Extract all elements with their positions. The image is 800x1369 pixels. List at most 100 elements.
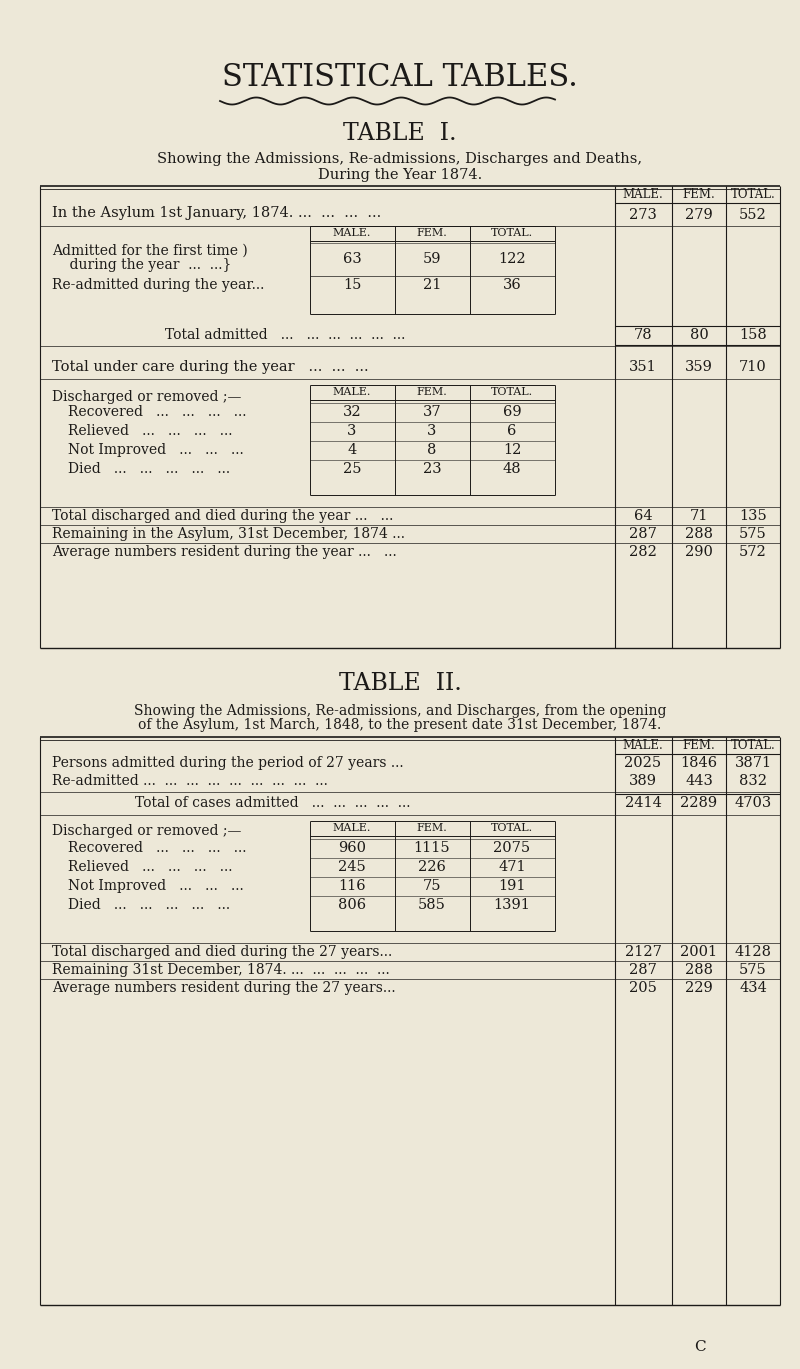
Text: 471: 471 <box>498 860 526 873</box>
Text: 12: 12 <box>503 444 521 457</box>
Text: Not Improved   ...   ...   ...: Not Improved ... ... ... <box>68 879 244 893</box>
Text: TOTAL.: TOTAL. <box>491 229 533 238</box>
Text: 2025: 2025 <box>625 756 662 769</box>
Text: 273: 273 <box>629 208 657 222</box>
Text: Re-admitted during the year...: Re-admitted during the year... <box>52 278 264 292</box>
Text: 434: 434 <box>739 982 767 995</box>
Text: 2289: 2289 <box>681 795 718 810</box>
Text: C: C <box>694 1340 706 1354</box>
Text: 226: 226 <box>418 860 446 873</box>
Text: 69: 69 <box>502 405 522 419</box>
Text: Average numbers resident during the 27 years...: Average numbers resident during the 27 y… <box>52 982 396 995</box>
Text: Discharged or removed ;—: Discharged or removed ;— <box>52 390 242 404</box>
Text: 2414: 2414 <box>625 795 662 810</box>
Text: 282: 282 <box>629 545 657 559</box>
Text: of the Asylum, 1st March, 1848, to the present date 31st December, 1874.: of the Asylum, 1st March, 1848, to the p… <box>138 717 662 732</box>
Text: 2075: 2075 <box>494 841 530 856</box>
Text: 3: 3 <box>427 424 437 438</box>
Text: 585: 585 <box>418 898 446 912</box>
Text: Total of cases admitted   ...  ...  ...  ...  ...: Total of cases admitted ... ... ... ... … <box>135 795 410 810</box>
Text: 205: 205 <box>629 982 657 995</box>
Text: 23: 23 <box>422 461 442 476</box>
Text: 710: 710 <box>739 360 767 374</box>
Text: 4703: 4703 <box>734 795 772 810</box>
Text: TABLE  II.: TABLE II. <box>338 672 462 695</box>
Text: Remaining 31st December, 1874. ...  ...  ...  ...  ...: Remaining 31st December, 1874. ... ... .… <box>52 962 390 977</box>
Text: TOTAL.: TOTAL. <box>491 387 533 397</box>
Text: Showing the Admissions, Re-admissions, and Discharges, from the opening: Showing the Admissions, Re-admissions, a… <box>134 704 666 717</box>
Text: Remaining in the Asylum, 31st December, 1874 ...: Remaining in the Asylum, 31st December, … <box>52 527 405 541</box>
Text: 552: 552 <box>739 208 767 222</box>
Text: MALE.: MALE. <box>333 387 371 397</box>
Text: 1846: 1846 <box>681 756 718 769</box>
Text: Died   ...   ...   ...   ...   ...: Died ... ... ... ... ... <box>68 898 230 912</box>
Text: Showing the Admissions, Re-admissions, Discharges and Deaths,: Showing the Admissions, Re-admissions, D… <box>158 152 642 166</box>
Text: Died   ...   ...   ...   ...   ...: Died ... ... ... ... ... <box>68 461 230 476</box>
Text: 21: 21 <box>423 278 441 292</box>
Text: MALE.: MALE. <box>333 229 371 238</box>
Text: Total discharged and died during the year ...   ...: Total discharged and died during the yea… <box>52 509 394 523</box>
Text: 36: 36 <box>502 278 522 292</box>
Text: 443: 443 <box>685 773 713 789</box>
Text: 63: 63 <box>342 252 362 266</box>
Text: 287: 287 <box>629 962 657 977</box>
Text: STATISTICAL TABLES.: STATISTICAL TABLES. <box>222 62 578 93</box>
Text: 3: 3 <box>347 424 357 438</box>
Text: 48: 48 <box>502 461 522 476</box>
Text: TOTAL.: TOTAL. <box>730 739 775 752</box>
Text: 806: 806 <box>338 898 366 912</box>
Text: 575: 575 <box>739 527 767 541</box>
Text: 158: 158 <box>739 329 767 342</box>
Text: 960: 960 <box>338 841 366 856</box>
Text: FEM.: FEM. <box>417 823 447 832</box>
Text: Total under care during the year   ...  ...  ...: Total under care during the year ... ...… <box>52 360 369 374</box>
Text: During the Year 1874.: During the Year 1874. <box>318 168 482 182</box>
Text: 25: 25 <box>342 461 362 476</box>
Text: In the Asylum 1st January, 1874. ...  ...  ...  ...: In the Asylum 1st January, 1874. ... ...… <box>52 205 382 220</box>
Text: 351: 351 <box>629 360 657 374</box>
Text: 75: 75 <box>422 879 442 893</box>
Text: TOTAL.: TOTAL. <box>491 823 533 832</box>
Text: Relieved   ...   ...   ...   ...: Relieved ... ... ... ... <box>68 424 233 438</box>
Text: 389: 389 <box>629 773 657 789</box>
Text: 288: 288 <box>685 962 713 977</box>
Text: MALE.: MALE. <box>333 823 371 832</box>
Text: 290: 290 <box>685 545 713 559</box>
Text: 832: 832 <box>739 773 767 789</box>
Text: Persons admitted during the period of 27 years ...: Persons admitted during the period of 27… <box>52 756 404 769</box>
Text: 2127: 2127 <box>625 945 662 960</box>
Text: 8: 8 <box>427 444 437 457</box>
Text: Admitted for the first time ): Admitted for the first time ) <box>52 244 248 257</box>
Text: 4128: 4128 <box>734 945 771 960</box>
Text: 359: 359 <box>685 360 713 374</box>
Text: 32: 32 <box>342 405 362 419</box>
Text: Recovered   ...   ...   ...   ...: Recovered ... ... ... ... <box>68 841 246 856</box>
Text: Re-admitted ...  ...  ...  ...  ...  ...  ...  ...  ...: Re-admitted ... ... ... ... ... ... ... … <box>52 773 328 789</box>
Text: 6: 6 <box>507 424 517 438</box>
Text: 37: 37 <box>422 405 442 419</box>
Text: 191: 191 <box>498 879 526 893</box>
Text: 122: 122 <box>498 252 526 266</box>
Text: Recovered   ...   ...   ...   ...: Recovered ... ... ... ... <box>68 405 246 419</box>
Text: FEM.: FEM. <box>682 739 715 752</box>
Text: Average numbers resident during the year ...   ...: Average numbers resident during the year… <box>52 545 397 559</box>
Text: Total admitted   ...   ...  ...  ...  ...  ...: Total admitted ... ... ... ... ... ... <box>165 329 406 342</box>
Text: FEM.: FEM. <box>417 387 447 397</box>
Text: TOTAL.: TOTAL. <box>730 188 775 201</box>
Text: Not Improved   ...   ...   ...: Not Improved ... ... ... <box>68 444 244 457</box>
Text: 2001: 2001 <box>681 945 718 960</box>
Text: 245: 245 <box>338 860 366 873</box>
Text: 575: 575 <box>739 962 767 977</box>
Text: during the year  ...  ...}: during the year ... ...} <box>52 257 231 272</box>
Text: FEM.: FEM. <box>417 229 447 238</box>
Text: 279: 279 <box>685 208 713 222</box>
Text: 229: 229 <box>685 982 713 995</box>
Text: Relieved   ...   ...   ...   ...: Relieved ... ... ... ... <box>68 860 233 873</box>
Text: 572: 572 <box>739 545 767 559</box>
Text: MALE.: MALE. <box>622 739 663 752</box>
Text: 4: 4 <box>347 444 357 457</box>
Text: 3871: 3871 <box>734 756 771 769</box>
Text: 1115: 1115 <box>414 841 450 856</box>
Text: 116: 116 <box>338 879 366 893</box>
Text: 71: 71 <box>690 509 708 523</box>
